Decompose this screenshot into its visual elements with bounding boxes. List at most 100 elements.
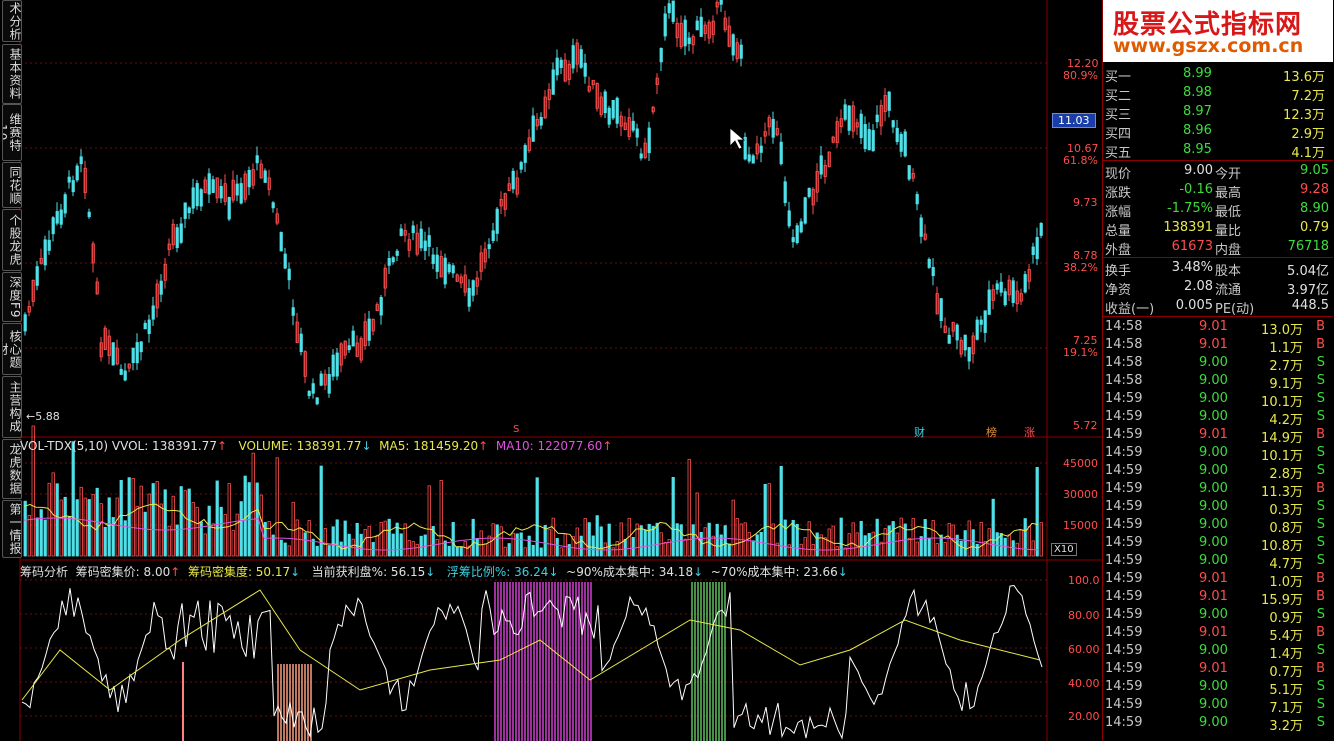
volume-bar (763, 483, 767, 557)
vol-tick: 15000 (1063, 519, 1098, 532)
sidebar-tab[interactable]: 龙虎数据 (2, 439, 22, 499)
limit-marker[interactable]: 涨 (1024, 426, 1035, 439)
sidebar-tab[interactable]: 主营构成 (2, 376, 22, 438)
candle-body (199, 189, 203, 207)
volume-bar (483, 543, 487, 557)
rank-marker[interactable]: 榜 (986, 426, 997, 439)
vol-indicator-name[interactable]: VOL-TDX(5,10) (20, 439, 109, 453)
tick-side: B (1316, 571, 1325, 586)
candle-body (583, 62, 587, 77)
candle-body (87, 211, 91, 218)
volume-bar (451, 522, 455, 557)
volume-bar (839, 517, 843, 557)
volume-bar (395, 522, 399, 557)
volume-bar (575, 527, 579, 557)
ma5-line (23, 503, 1039, 550)
tick-price: 9.00 (1199, 499, 1228, 514)
volume-bar (27, 514, 31, 557)
tick-price: 9.01 (1199, 427, 1228, 442)
candle-body (783, 181, 787, 204)
candle-body (255, 155, 259, 164)
candle-body (1039, 222, 1043, 236)
candle-body (347, 345, 351, 351)
volume-bar (179, 486, 183, 557)
volume-bar (387, 518, 391, 557)
tick-side: S (1316, 517, 1325, 532)
stat-label: 涨幅 (1105, 205, 1132, 220)
sidebar-tab[interactable]: 同花顺 (2, 162, 22, 208)
candle-body (167, 243, 171, 251)
candle-body (67, 176, 71, 183)
candle-body (387, 258, 391, 266)
candle-body (731, 34, 735, 56)
tick-price: 9.01 (1199, 319, 1228, 334)
candle-body (527, 137, 531, 152)
bid-row[interactable]: 买四 8.96 2.9万 (1103, 122, 1333, 142)
volume-bar (587, 522, 591, 557)
volume-bar (635, 523, 639, 557)
candle-body (379, 296, 383, 316)
volume-bar (779, 465, 783, 557)
candle-body (655, 77, 659, 85)
volume-bar (755, 534, 759, 557)
candle-body (483, 248, 487, 263)
tick-time: 14:58 (1105, 373, 1143, 388)
candle-body (543, 96, 547, 119)
tick-time: 14:59 (1105, 661, 1143, 676)
volume-bar (687, 458, 691, 557)
sidebar-tab[interactable]: 核心题材 (2, 323, 22, 375)
sidebar-tab[interactable]: 第一情报 (2, 500, 22, 558)
chart-canvas[interactable] (0, 0, 1102, 741)
tick-row: 14:59 9.00 3.2万 S (1103, 714, 1333, 734)
bid-price: 8.98 (1183, 85, 1212, 100)
volume-bar (87, 499, 91, 557)
candle-body (631, 120, 635, 131)
tick-row: 14:59 9.00 7.1万 S (1103, 696, 1333, 716)
volume-bar (791, 519, 795, 557)
volume-bar (859, 520, 863, 557)
stat-value: 138391 (1163, 220, 1213, 235)
bid-row[interactable]: 买五 8.95 4.1万 (1103, 141, 1333, 161)
volume-bar (695, 492, 699, 557)
candle-body (811, 188, 815, 206)
chip-indicator-name[interactable]: 筹码分析 (20, 565, 69, 579)
sidebar-tab[interactable]: 深度F9 (2, 272, 22, 322)
candle-body (455, 274, 459, 282)
candle-body (907, 165, 911, 180)
candle-body (99, 342, 103, 358)
candle-body (47, 239, 51, 251)
candle-body (263, 170, 267, 183)
finance-marker[interactable]: 财 (914, 426, 925, 439)
sidebar-tab[interactable]: 个股龙虎 (2, 209, 22, 271)
tick-row: 14:59 9.00 2.8万 S (1103, 462, 1333, 482)
candle-body (215, 177, 219, 199)
sidebar-tab[interactable]: 术分析 (2, 0, 22, 42)
bid-row[interactable]: 买一 8.99 13.6万 (1103, 65, 1333, 85)
bid-row[interactable]: 买三 8.97 12.3万 (1103, 103, 1333, 123)
bid-row[interactable]: 买二 8.98 7.2万 (1103, 84, 1333, 104)
volume-bar (63, 496, 67, 557)
volume-bar (355, 522, 359, 557)
volume-bar (431, 525, 435, 557)
sidebar-tab[interactable]: 基本资料 (2, 44, 22, 104)
tick-row: 14:58 9.01 1.1万 B (1103, 336, 1333, 356)
candle-body (343, 340, 347, 356)
fund-value: 3.97亿 (1287, 283, 1329, 298)
sidebar-tab[interactable]: 维赛特10 (2, 104, 22, 161)
volume-bar (511, 532, 515, 557)
volume-bar (203, 533, 207, 557)
candle-body (635, 128, 639, 138)
stat-value: -1.75% (1167, 201, 1213, 216)
stat-label: 量比 (1215, 224, 1242, 239)
volume-bar (183, 490, 187, 557)
candle-body (223, 183, 227, 202)
tick-price: 9.00 (1199, 679, 1228, 694)
tick-side: S (1316, 409, 1325, 424)
tick-side: S (1316, 391, 1325, 406)
volume-bar (187, 488, 191, 557)
volume-bar (971, 529, 975, 557)
volume-bar (983, 540, 987, 557)
candle-body (559, 59, 563, 68)
volume-bar (855, 532, 859, 557)
volume-bar (71, 441, 75, 557)
